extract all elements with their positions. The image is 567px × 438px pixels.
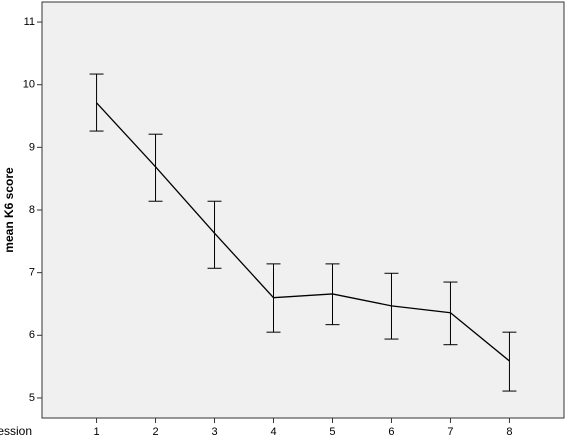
y-tick-label: 6 <box>29 329 35 341</box>
y-tick-label: 8 <box>29 204 35 216</box>
x-tick-label: 1 <box>93 426 99 438</box>
y-tick-label: 5 <box>29 392 35 404</box>
x-tick-label: 8 <box>506 426 512 438</box>
y-axis-title: mean K6 score <box>2 167 16 253</box>
x-tick-label: 2 <box>152 426 158 438</box>
x-tick-label: 5 <box>329 426 335 438</box>
y-tick-label: 7 <box>29 267 35 279</box>
x-tick-label: 6 <box>388 426 394 438</box>
x-axis-title: session <box>0 424 32 438</box>
x-tick-label: 3 <box>211 426 217 438</box>
plot-area <box>41 1 565 419</box>
x-tick-label: 4 <box>270 426 276 438</box>
y-tick-label: 9 <box>29 141 35 153</box>
y-tick-label: 10 <box>23 79 35 91</box>
x-tick-label: 7 <box>447 426 453 438</box>
y-tick-label: 11 <box>24 16 35 28</box>
series-line <box>96 102 510 362</box>
